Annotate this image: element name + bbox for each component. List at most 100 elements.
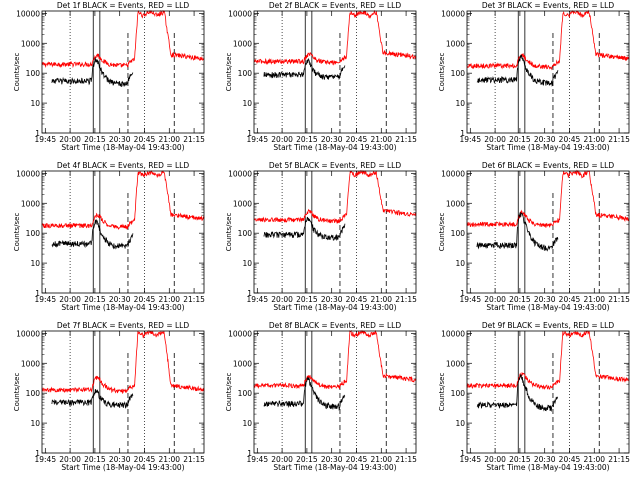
y-tick-label: 10000	[16, 329, 40, 338]
x-tick-label: 20:00	[484, 455, 506, 464]
x-tick-label: 21:15	[183, 135, 205, 144]
y-tick-label: 1	[247, 129, 252, 138]
y-axis-label: Counts/sec	[225, 213, 233, 252]
lld-series-line	[41, 9, 205, 69]
events-series-line	[476, 373, 558, 412]
y-tick-label: 10	[455, 259, 465, 268]
x-axis-label: Start Time (18-May-04 19:43:00)	[273, 303, 396, 312]
panel-title: Det 5f BLACK = Events, RED = LLD	[269, 161, 402, 170]
x-tick-label: 20:45	[134, 135, 156, 144]
lld-series-line	[466, 330, 630, 390]
y-tick-label: 10	[30, 99, 40, 108]
y-tick-label: 1000	[233, 199, 252, 208]
x-tick-label: 20:15	[509, 295, 531, 304]
plot-frame	[253, 330, 417, 454]
plot-frame	[466, 170, 630, 294]
y-tick-label: 10	[455, 99, 465, 108]
x-tick-label: 20:00	[59, 455, 81, 464]
x-tick-label: 20:30	[534, 295, 556, 304]
plot-frame	[253, 10, 417, 134]
x-tick-label: 21:15	[608, 295, 630, 304]
x-tick-label: 21:00	[370, 455, 392, 464]
x-tick-label: 20:30	[321, 455, 343, 464]
plot-frame	[466, 10, 630, 134]
x-tick-label: 20:15	[296, 455, 318, 464]
x-tick-label: 20:30	[321, 295, 343, 304]
x-tick-label: 21:15	[183, 295, 205, 304]
y-tick-label: 1000	[446, 39, 465, 48]
x-tick-label: 19:45	[34, 295, 56, 304]
events-series-line	[51, 389, 134, 409]
x-tick-label: 21:00	[158, 295, 180, 304]
y-tick-label: 10	[242, 99, 252, 108]
y-tick-label: 1	[247, 449, 252, 458]
x-tick-label: 20:00	[271, 455, 293, 464]
y-tick-label: 1	[35, 289, 40, 298]
panel-title: Det 1f BLACK = Events, RED = LLD	[57, 1, 190, 10]
x-tick-label: 20:15	[84, 455, 106, 464]
x-tick-label: 21:00	[583, 295, 605, 304]
y-axis-label: Counts/sec	[225, 53, 233, 92]
lld-series-line	[253, 169, 417, 224]
x-tick-label: 20:15	[84, 135, 106, 144]
x-tick-label: 20:45	[559, 455, 581, 464]
plot-frame	[41, 330, 205, 454]
lld-series-line	[466, 9, 630, 71]
panel-2: Det 2f BLACK = Events, RED = LLD 1 10 100 10…	[225, 1, 417, 152]
x-tick-label: 20:45	[134, 455, 156, 464]
events-series-line	[263, 216, 346, 241]
y-tick-label: 100	[238, 229, 253, 238]
panel-8: Det 8f BLACK = Events, RED = LLD 1 10 100 10…	[225, 321, 417, 472]
y-axis-label: Counts/sec	[13, 373, 21, 412]
x-tick-label: 19:45	[246, 455, 268, 464]
plot-frame	[41, 170, 205, 294]
y-tick-label: 100	[238, 389, 253, 398]
x-tick-label: 20:00	[484, 135, 506, 144]
lld-series-line	[466, 169, 630, 228]
x-tick-label: 21:00	[158, 135, 180, 144]
x-axis-label: Start Time (18-May-04 19:43:00)	[273, 143, 396, 152]
y-axis-label: Counts/sec	[13, 213, 21, 252]
plot-frame	[41, 10, 205, 134]
x-axis-label: Start Time (18-May-04 19:43:00)	[61, 303, 184, 312]
y-tick-label: 1	[460, 289, 465, 298]
x-axis-label: Start Time (18-May-04 19:43:00)	[61, 143, 184, 152]
y-tick-label: 10	[30, 419, 40, 428]
x-tick-label: 20:30	[109, 135, 131, 144]
x-tick-label: 19:45	[459, 295, 481, 304]
x-axis-label: Start Time (18-May-04 19:43:00)	[486, 303, 609, 312]
y-tick-label: 10000	[228, 169, 252, 178]
x-tick-label: 21:00	[370, 135, 392, 144]
x-tick-label: 20:30	[534, 455, 556, 464]
x-tick-label: 19:45	[34, 455, 56, 464]
panel-title: Det 9f BLACK = Events, RED = LLD	[482, 321, 615, 330]
x-tick-label: 19:45	[34, 135, 56, 144]
x-tick-label: 20:00	[484, 295, 506, 304]
x-tick-label: 20:30	[534, 135, 556, 144]
x-tick-label: 20:00	[59, 135, 81, 144]
y-tick-label: 10000	[228, 9, 252, 18]
y-tick-label: 100	[238, 69, 253, 78]
y-tick-label: 10	[30, 259, 40, 268]
x-tick-label: 20:00	[271, 295, 293, 304]
x-tick-label: 20:45	[559, 295, 581, 304]
y-tick-label: 1	[460, 129, 465, 138]
y-tick-label: 10	[242, 419, 252, 428]
plot-frame	[466, 330, 630, 454]
plot-frame	[253, 170, 417, 294]
events-series-line	[476, 54, 559, 87]
y-axis-label: Counts/sec	[438, 213, 446, 252]
panel-6: Det 6f BLACK = Events, RED = LLD 1 10 100 10…	[438, 161, 630, 312]
y-tick-label: 10000	[16, 169, 40, 178]
x-tick-label: 20:30	[109, 295, 131, 304]
y-axis-label: Counts/sec	[13, 53, 21, 92]
x-axis-label: Start Time (18-May-04 19:43:00)	[273, 463, 396, 472]
y-tick-label: 100	[451, 69, 466, 78]
lld-series-line	[41, 329, 205, 394]
panel-7: Det 7f BLACK = Events, RED = LLD 1 10 100 10…	[13, 321, 205, 472]
x-tick-label: 20:00	[59, 295, 81, 304]
x-tick-label: 21:00	[583, 455, 605, 464]
y-tick-label: 10	[455, 419, 465, 428]
x-axis-label: Start Time (18-May-04 19:43:00)	[486, 143, 609, 152]
